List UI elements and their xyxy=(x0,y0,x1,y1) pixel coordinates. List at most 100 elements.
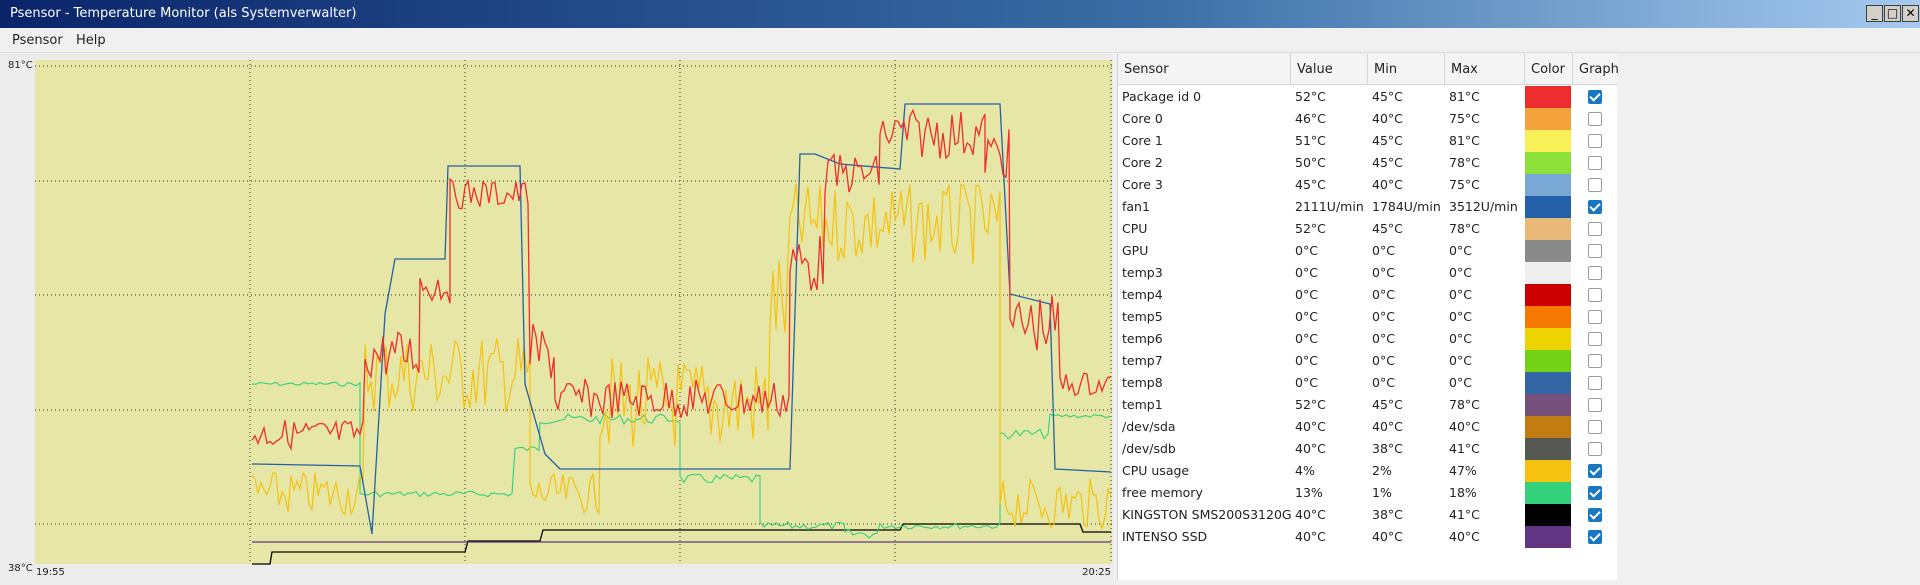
color-swatch[interactable] xyxy=(1525,350,1571,372)
color-swatch[interactable] xyxy=(1525,438,1571,460)
free-memory-series xyxy=(251,381,1111,539)
graph-checkbox[interactable] xyxy=(1588,376,1602,390)
color-swatch[interactable] xyxy=(1525,174,1571,196)
table-row[interactable]: temp7 0°C 0°C 0°C xyxy=(1118,350,1618,372)
table-row[interactable]: temp5 0°C 0°C 0°C xyxy=(1118,306,1618,328)
table-row[interactable]: temp4 0°C 0°C 0°C xyxy=(1118,284,1618,306)
table-row[interactable]: Core 0 46°C 40°C 75°C xyxy=(1118,108,1618,130)
color-swatch[interactable] xyxy=(1525,108,1571,130)
table-row[interactable]: CPU usage 4% 2% 47% xyxy=(1118,460,1618,482)
sensor-min: 45°C xyxy=(1372,155,1403,170)
color-swatch[interactable] xyxy=(1525,306,1571,328)
table-row[interactable]: temp6 0°C 0°C 0°C xyxy=(1118,328,1618,350)
menu-help[interactable]: Help xyxy=(76,33,106,48)
color-swatch[interactable] xyxy=(1525,130,1571,152)
sensor-max: 78°C xyxy=(1449,221,1480,236)
table-row[interactable]: Package id 0 52°C 45°C 81°C xyxy=(1118,86,1618,108)
column-header-graph[interactable]: Graph xyxy=(1579,62,1619,77)
sensor-min: 0°C xyxy=(1372,287,1395,302)
table-row[interactable]: free memory 13% 1% 18% xyxy=(1118,482,1618,504)
graph-checkbox[interactable] xyxy=(1588,222,1602,236)
table-row[interactable]: temp1 52°C 45°C 78°C xyxy=(1118,394,1618,416)
sensor-min: 45°C xyxy=(1372,133,1403,148)
table-row[interactable]: INTENSO SSD 40°C 40°C 40°C xyxy=(1118,526,1618,548)
color-swatch[interactable] xyxy=(1525,504,1571,526)
column-header-max[interactable]: Max xyxy=(1445,54,1525,85)
sensor-name: temp3 xyxy=(1122,265,1163,280)
color-swatch[interactable] xyxy=(1525,152,1571,174)
color-swatch[interactable] xyxy=(1525,526,1571,548)
column-header-value[interactable]: Value xyxy=(1291,54,1368,85)
sensor-min: 40°C xyxy=(1372,529,1403,544)
sensor-value: 40°C xyxy=(1295,507,1326,522)
sensor-value: 52°C xyxy=(1295,221,1326,236)
table-row[interactable]: Core 2 50°C 45°C 78°C xyxy=(1118,152,1618,174)
table-row[interactable]: /dev/sdb 40°C 38°C 41°C xyxy=(1118,438,1618,460)
minimize-button[interactable]: _ xyxy=(1866,5,1883,22)
color-swatch[interactable] xyxy=(1525,394,1571,416)
menu-psensor[interactable]: Psensor xyxy=(12,33,63,48)
graph-checkbox[interactable] xyxy=(1588,288,1602,302)
maximize-button[interactable]: □ xyxy=(1884,5,1901,22)
graph-checkbox[interactable] xyxy=(1588,266,1602,280)
table-row[interactable]: temp3 0°C 0°C 0°C xyxy=(1118,262,1618,284)
column-header-sensor[interactable]: Sensor xyxy=(1118,54,1291,85)
color-swatch[interactable] xyxy=(1525,196,1571,218)
sensor-max: 0°C xyxy=(1449,287,1472,302)
column-header-color[interactable]: Color xyxy=(1525,54,1573,85)
color-swatch[interactable] xyxy=(1525,86,1571,108)
graph-checkbox[interactable] xyxy=(1588,156,1602,170)
graph-checkbox[interactable] xyxy=(1588,112,1602,126)
table-row[interactable]: CPU 52°C 45°C 78°C xyxy=(1118,218,1618,240)
graph-checkbox[interactable] xyxy=(1588,486,1602,500)
table-row[interactable]: Core 1 51°C 45°C 81°C xyxy=(1118,130,1618,152)
menu-bar: Psensor Help xyxy=(0,28,1920,53)
sensor-max: 18% xyxy=(1449,485,1477,500)
color-swatch[interactable] xyxy=(1525,284,1571,306)
graph-checkbox[interactable] xyxy=(1588,354,1602,368)
color-swatch[interactable] xyxy=(1525,328,1571,350)
sensor-value: 2111U/min xyxy=(1295,199,1364,214)
sensor-name: temp6 xyxy=(1122,331,1163,346)
graph-checkbox[interactable] xyxy=(1588,310,1602,324)
color-swatch[interactable] xyxy=(1525,372,1571,394)
graph-checkbox[interactable] xyxy=(1588,244,1602,258)
sensor-name: temp7 xyxy=(1122,353,1163,368)
color-swatch[interactable] xyxy=(1525,460,1571,482)
graph-checkbox[interactable] xyxy=(1588,332,1602,346)
graph-checkbox[interactable] xyxy=(1588,508,1602,522)
table-row[interactable]: GPU 0°C 0°C 0°C xyxy=(1118,240,1618,262)
table-header: Sensor Value Min Max Color Graph xyxy=(1118,54,1619,85)
color-swatch[interactable] xyxy=(1525,240,1571,262)
color-swatch[interactable] xyxy=(1525,416,1571,438)
graph-checkbox[interactable] xyxy=(1588,530,1602,544)
color-swatch[interactable] xyxy=(1525,218,1571,240)
sensor-value: 46°C xyxy=(1295,111,1326,126)
close-button[interactable]: ✕ xyxy=(1902,5,1919,22)
sensor-name: free memory xyxy=(1122,485,1203,500)
table-row[interactable]: fan1 2111U/min 1784U/min 3512U/min xyxy=(1118,196,1618,218)
sensor-min: 45°C xyxy=(1372,89,1403,104)
graph-checkbox[interactable] xyxy=(1588,442,1602,456)
sensor-min: 0°C xyxy=(1372,353,1395,368)
color-swatch[interactable] xyxy=(1525,482,1571,504)
graph-checkbox[interactable] xyxy=(1588,398,1602,412)
table-row[interactable]: /dev/sda 40°C 40°C 40°C xyxy=(1118,416,1618,438)
table-row[interactable]: Core 3 45°C 40°C 75°C xyxy=(1118,174,1618,196)
sensor-max: 41°C xyxy=(1449,507,1480,522)
sensor-min: 0°C xyxy=(1372,331,1395,346)
graph-checkbox[interactable] xyxy=(1588,90,1602,104)
table-row[interactable]: temp8 0°C 0°C 0°C xyxy=(1118,372,1618,394)
graph-checkbox[interactable] xyxy=(1588,200,1602,214)
graph-checkbox[interactable] xyxy=(1588,134,1602,148)
column-header-min[interactable]: Min xyxy=(1368,54,1445,85)
sensor-name: temp5 xyxy=(1122,309,1163,324)
graph-checkbox[interactable] xyxy=(1588,420,1602,434)
graph-checkbox[interactable] xyxy=(1588,464,1602,478)
sensor-value: 0°C xyxy=(1295,331,1318,346)
graph-checkbox[interactable] xyxy=(1588,178,1602,192)
sensor-max: 0°C xyxy=(1449,309,1472,324)
sensor-name: fan1 xyxy=(1122,199,1150,214)
table-row[interactable]: KINGSTON SMS200S3120G 40°C 38°C 41°C xyxy=(1118,504,1618,526)
color-swatch[interactable] xyxy=(1525,262,1571,284)
